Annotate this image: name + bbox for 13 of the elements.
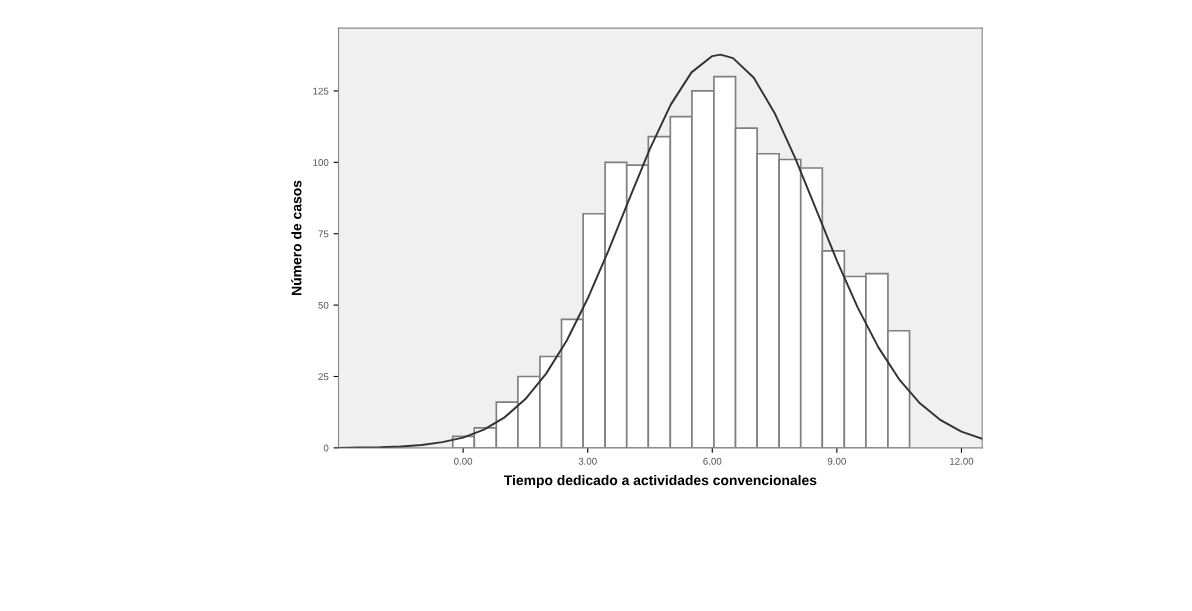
x-tick-label: 3.00 [578, 457, 597, 465]
y-tick-label: 25 [318, 373, 329, 381]
x-tick-label: 0.00 [454, 457, 473, 465]
x-tick-label: 6.00 [703, 457, 722, 465]
y-tick-label: 50 [318, 301, 329, 309]
y-tick-label: 0 [323, 444, 329, 452]
x-tick-label: 12.00 [950, 457, 974, 465]
x-axis-title: Tiempo dedicado a actividades convencionales [503, 474, 817, 488]
y-tick-label: 100 [313, 159, 329, 166]
y-axis-title: Número de casos [291, 180, 302, 295]
x-tick-label: 9.00 [827, 457, 846, 465]
y-tick-label: 75 [318, 230, 329, 238]
y-tick-label: 125 [313, 87, 329, 95]
